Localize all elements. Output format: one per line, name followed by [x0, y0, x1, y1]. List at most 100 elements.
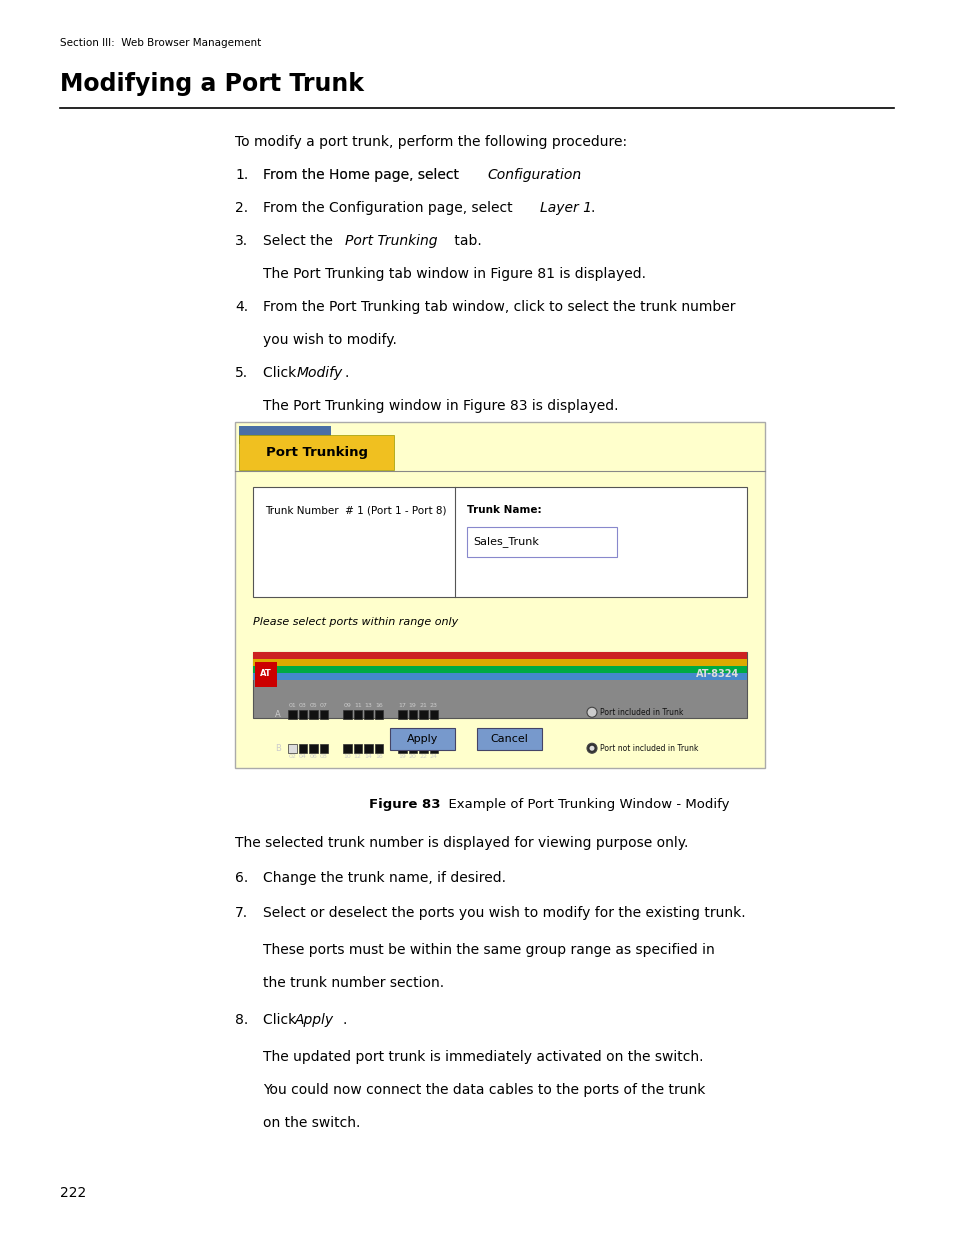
Bar	[254, 662, 276, 687]
Text: 3.: 3.	[234, 233, 248, 248]
Bar	[429, 743, 437, 752]
Text: Trunk Number  # 1 (Port 1 - Port 8): Trunk Number # 1 (Port 1 - Port 8)	[265, 505, 446, 515]
Text: Configuration: Configuration	[486, 168, 580, 182]
Text: From the Home page, select: From the Home page, select	[263, 168, 463, 182]
Text: Section III:  Web Browser Management: Section III: Web Browser Management	[60, 38, 261, 48]
Text: AT-8324: AT-8324	[695, 669, 739, 679]
Bar	[375, 710, 382, 719]
Text: tab.: tab.	[450, 233, 481, 248]
Text: 222: 222	[60, 1186, 86, 1200]
Text: 12: 12	[354, 753, 361, 758]
Circle shape	[589, 746, 594, 751]
Bar	[343, 710, 351, 719]
Bar	[418, 710, 427, 719]
Text: 19: 19	[409, 703, 416, 708]
Bar	[467, 527, 617, 557]
Bar	[253, 659, 746, 666]
Text: A: A	[275, 710, 281, 719]
Text: 05: 05	[309, 703, 316, 708]
Text: 01: 01	[288, 703, 295, 708]
Text: From the Configuration page, select: From the Configuration page, select	[263, 201, 517, 215]
Text: From the Home page, select  : From the Home page, select  	[263, 168, 471, 182]
Text: 22: 22	[418, 753, 427, 758]
Text: B: B	[274, 743, 281, 753]
Bar	[354, 743, 361, 752]
Text: Change the trunk name, if desired.: Change the trunk name, if desired.	[263, 871, 505, 885]
Text: 04: 04	[298, 753, 306, 758]
Text: Select the: Select the	[263, 233, 337, 248]
Text: Port not included in Trunk: Port not included in Trunk	[599, 743, 698, 753]
Text: 17: 17	[398, 703, 406, 708]
Text: 8.: 8.	[234, 1013, 248, 1028]
Text: Select or deselect the ports you wish to modify for the existing trunk.: Select or deselect the ports you wish to…	[263, 906, 745, 920]
Bar	[298, 710, 307, 719]
Bar	[239, 426, 331, 445]
Text: on the switch.: on the switch.	[263, 1116, 360, 1130]
Text: 6.: 6.	[234, 871, 248, 885]
Bar	[354, 710, 361, 719]
Bar	[319, 710, 328, 719]
Bar	[397, 710, 406, 719]
Text: 06: 06	[309, 753, 316, 758]
Bar	[309, 743, 317, 752]
Bar	[288, 710, 296, 719]
Text: 7.: 7.	[234, 906, 248, 920]
Text: Please select ports within range only: Please select ports within range only	[253, 618, 457, 627]
Text: 08: 08	[319, 753, 327, 758]
Bar	[408, 743, 416, 752]
Text: Click: Click	[263, 366, 300, 380]
Text: .: .	[577, 168, 580, 182]
Text: Layer 1: Layer 1	[539, 201, 592, 215]
Text: 20: 20	[409, 753, 416, 758]
Bar	[253, 487, 746, 597]
Bar	[298, 743, 307, 752]
Text: Figure 83: Figure 83	[368, 798, 439, 811]
FancyBboxPatch shape	[234, 422, 764, 768]
Text: 16: 16	[375, 753, 382, 758]
Text: 14: 14	[364, 753, 372, 758]
Text: .: .	[343, 1013, 347, 1028]
Circle shape	[586, 743, 597, 753]
Text: 11: 11	[354, 703, 361, 708]
Text: The Port Trunking tab window in Figure 81 is displayed.: The Port Trunking tab window in Figure 8…	[263, 267, 645, 282]
Bar	[253, 652, 746, 718]
Bar	[375, 743, 382, 752]
Text: 16: 16	[375, 703, 382, 708]
Text: the trunk number section.: the trunk number section.	[263, 976, 444, 990]
Text: 09: 09	[343, 703, 351, 708]
Text: 1.: 1.	[234, 168, 248, 182]
Text: 2.: 2.	[234, 201, 248, 215]
Text: Port included in Trunk: Port included in Trunk	[599, 708, 682, 716]
Text: Modifying a Port Trunk: Modifying a Port Trunk	[60, 72, 364, 96]
Bar	[253, 652, 746, 659]
Text: 02: 02	[288, 753, 295, 758]
Text: The Port Trunking window in Figure 83 is displayed.: The Port Trunking window in Figure 83 is…	[263, 399, 618, 412]
Text: AT: AT	[260, 669, 272, 678]
Text: Click: Click	[263, 1013, 300, 1028]
Text: From the Port Trunking tab window, click to select the trunk number: From the Port Trunking tab window, click…	[263, 300, 735, 314]
Text: To modify a port trunk, perform the following procedure:: To modify a port trunk, perform the foll…	[234, 135, 626, 149]
Text: Port Trunking: Port Trunking	[345, 233, 437, 248]
Text: Example of Port Trunking Window - Modify: Example of Port Trunking Window - Modify	[439, 798, 729, 811]
Text: Apply: Apply	[406, 734, 437, 743]
Bar	[253, 666, 746, 673]
Text: Trunk Name:: Trunk Name:	[467, 505, 541, 515]
Bar	[364, 710, 372, 719]
Bar	[343, 743, 351, 752]
Text: .: .	[345, 366, 349, 380]
Bar	[418, 743, 427, 752]
Bar	[429, 710, 437, 719]
Text: The updated port trunk is immediately activated on the switch.: The updated port trunk is immediately ac…	[263, 1050, 702, 1065]
Text: These ports must be within the same group range as specified in: These ports must be within the same grou…	[263, 944, 714, 957]
Text: You could now connect the data cables to the ports of the trunk: You could now connect the data cables to…	[263, 1083, 704, 1097]
Text: .: .	[589, 201, 594, 215]
Text: 13: 13	[364, 703, 372, 708]
Text: 4.: 4.	[234, 300, 248, 314]
Text: 23: 23	[429, 703, 437, 708]
Bar	[319, 743, 328, 752]
Text: 03: 03	[298, 703, 306, 708]
Text: 5.: 5.	[234, 366, 248, 380]
Text: 19: 19	[398, 753, 406, 758]
Bar	[309, 710, 317, 719]
Text: 21: 21	[419, 703, 427, 708]
